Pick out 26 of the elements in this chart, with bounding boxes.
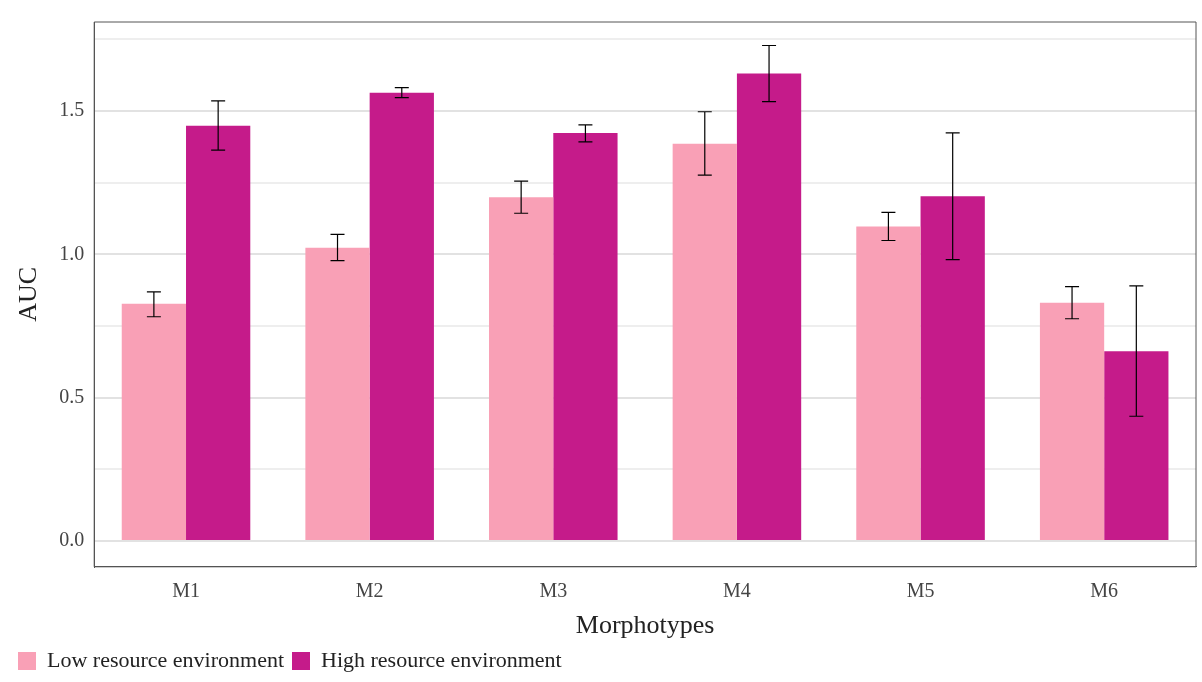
bar (489, 197, 554, 540)
bar (305, 247, 370, 540)
x-tick-label: M3 (539, 579, 568, 602)
legend-label: Low resource environment (47, 646, 285, 672)
bar (920, 196, 985, 540)
bar (369, 92, 434, 540)
legend-label: High resource environment (321, 646, 562, 672)
x-tick-label: M4 (723, 579, 751, 602)
bar (1104, 351, 1169, 540)
bar (1039, 302, 1105, 540)
x-tick-label: M6 (1090, 579, 1119, 602)
bar (186, 125, 251, 540)
bar (736, 73, 802, 540)
bar (553, 132, 618, 540)
x-tick-label: M1 (172, 579, 200, 602)
y-tick-label: 0.0 (59, 528, 85, 551)
x-axis-title: Morphotypes (575, 610, 715, 640)
y-tick-label: 0.5 (59, 384, 85, 407)
bar (672, 143, 737, 540)
bar (121, 303, 187, 540)
x-tick-label: M2 (355, 579, 384, 602)
x-tick-label: M5 (906, 579, 935, 602)
y-axis-title: AUC (13, 266, 43, 322)
bar (856, 226, 921, 540)
y-tick-label: 1.5 (59, 98, 85, 121)
y-tick-label: 1.0 (59, 241, 85, 264)
